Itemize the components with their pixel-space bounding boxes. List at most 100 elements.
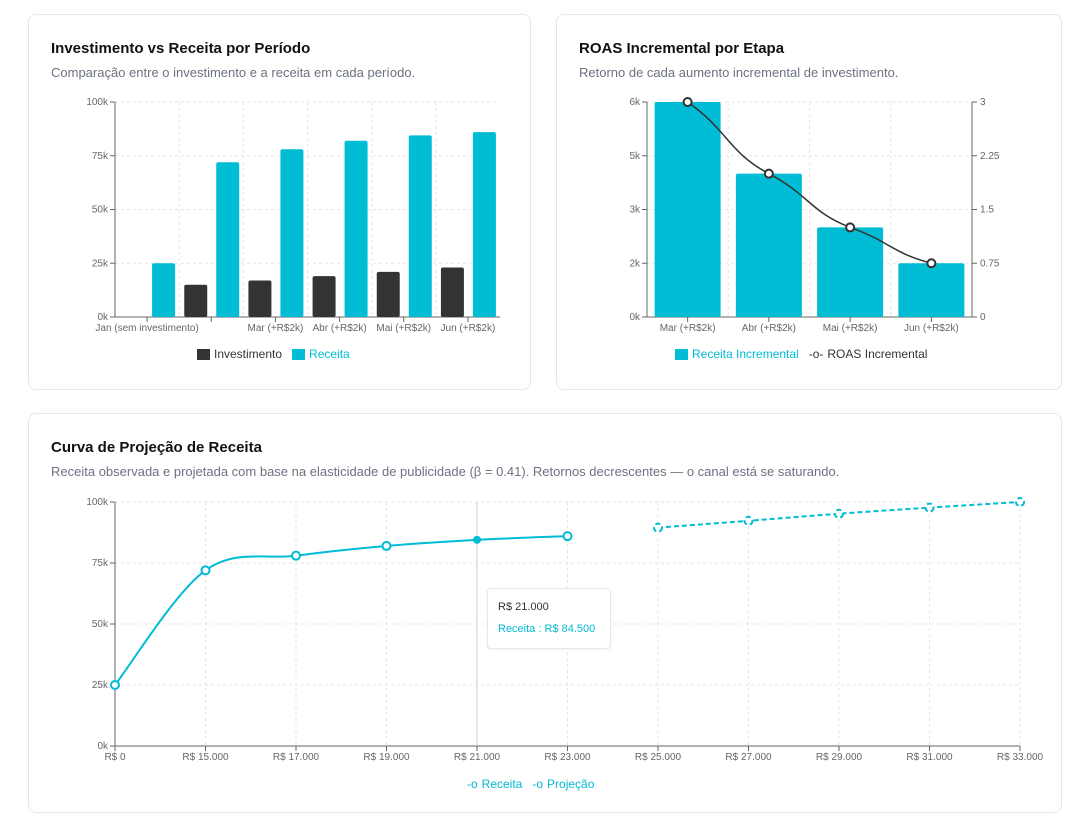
legend-label: Receita <box>481 777 523 791</box>
point-projecao <box>834 508 844 519</box>
bar-investimento <box>440 267 464 317</box>
legend-item-projecao[interactable]: -o Projeção <box>532 777 594 791</box>
point-receita <box>562 531 573 542</box>
point-receita <box>110 680 120 690</box>
point-roas <box>926 258 937 269</box>
bar-investimento <box>184 284 208 317</box>
x-tick-label: Mai (+R$2k) <box>376 323 431 334</box>
point-receita <box>381 540 392 551</box>
y-tick-label: 75k <box>92 558 109 569</box>
x-tick-label: Abr (+R$2k) <box>312 323 366 334</box>
y-tick-label: 0k <box>629 312 641 323</box>
legend-label: Investimento <box>214 347 283 361</box>
y-tick-label: 100k <box>86 97 109 108</box>
y2-tick-label: 0.75 <box>980 258 1000 269</box>
point-projecao <box>1015 497 1025 507</box>
bar-receita-incremental <box>735 173 802 317</box>
legend-label: Receita Incremental <box>692 347 799 361</box>
line-marker-icon: -o <box>467 777 478 791</box>
point-receita <box>291 550 301 561</box>
x-tick-label: R$ 21.000 <box>454 752 501 763</box>
point-roas <box>682 97 693 107</box>
bar-receita <box>408 135 432 317</box>
chart-title: Curva de Projeção de Receita <box>51 439 262 456</box>
point-projecao <box>653 522 663 533</box>
x-tick-label: R$ 27.000 <box>725 752 772 763</box>
legend-label: ROAS Incremental <box>827 347 928 361</box>
swatch-icon <box>675 348 688 360</box>
point-projecao <box>743 515 754 526</box>
legend: Receita Incremental -o- ROAS Incremental <box>675 347 927 361</box>
x-tick-label: R$ 23.000 <box>544 752 591 763</box>
point-receita <box>200 565 211 576</box>
bar-receita <box>472 132 496 317</box>
bar-receita-incremental <box>817 227 884 317</box>
bar-investimento <box>312 276 336 317</box>
y-tick-label: 75k <box>92 151 109 162</box>
bar-investimento <box>248 280 272 317</box>
legend-label: Projeção <box>547 777 595 791</box>
y2-tick-label: 0 <box>980 312 986 323</box>
tooltip-title: R$ 21.000 <box>498 601 549 613</box>
line-marker-icon: -o- <box>808 347 824 361</box>
bar-receita <box>280 149 304 317</box>
x-tick-label: Abr (+R$2k) <box>742 323 796 334</box>
y-tick-label: 25k <box>92 680 109 691</box>
legend-item-receita-incremental[interactable]: Receita Incremental <box>675 347 799 361</box>
legend-item-receita[interactable]: Receita <box>292 347 350 361</box>
y2-tick-label: 1.5 <box>980 205 994 216</box>
x-tick-label: R$ 0 <box>104 752 126 763</box>
point-roas <box>845 222 856 233</box>
legend: -o Receita -o Projeção <box>467 777 594 791</box>
point-projecao <box>924 502 935 513</box>
legend-item-investimento[interactable]: Investimento <box>197 347 282 361</box>
y-tick-label: 3k <box>629 205 641 216</box>
active-point <box>473 535 481 544</box>
chart-subtitle: Retorno de cada aumento incremental de i… <box>579 65 899 80</box>
bar-receita-incremental <box>898 263 965 317</box>
point-roas <box>763 168 774 179</box>
x-tick-label: Mai (+R$2k) <box>823 323 878 334</box>
swatch-icon <box>292 348 306 360</box>
legend: Investimento Receita <box>197 347 350 361</box>
x-tick-label: R$ 29.000 <box>816 752 863 763</box>
line-receita <box>114 535 568 686</box>
x-tick-label: R$ 31.000 <box>906 752 953 763</box>
x-tick-label: Mar (+R$2k) <box>660 323 716 334</box>
line-marker-icon: -o <box>532 777 544 791</box>
x-tick-label: Jan (sem investimento) <box>95 323 198 334</box>
chart-subtitle: Receita observada e projetada com base n… <box>51 464 840 479</box>
chart-title: ROAS Incremental por Etapa <box>579 40 785 57</box>
x-tick-label: R$ 17.000 <box>273 752 320 763</box>
charts-canvas: 0k 25k 50k 75k 100k Jan (sem investimento) Mar… <box>86 97 1044 763</box>
swatch-icon <box>197 348 210 360</box>
y-tick-label: 100k <box>86 497 109 508</box>
legend-label: Receita <box>309 347 350 361</box>
line-roas <box>687 101 932 264</box>
x-tick-label: Mar (+R$2k) <box>247 323 303 334</box>
y-tick-label: 5k <box>629 151 641 162</box>
x-tick-label: Jun (+R$2k) <box>904 323 959 334</box>
y-tick-label: 0k <box>97 741 109 752</box>
bar-receita <box>152 263 176 317</box>
legend-item-roas[interactable]: -o- ROAS Incremental <box>809 347 928 361</box>
bar-receita <box>344 140 368 317</box>
y-tick-label: 2k <box>629 258 641 269</box>
chart-title: Investimento vs Receita por Período <box>51 40 311 57</box>
y-tick-label: 50k <box>92 619 109 630</box>
y-tick-label: 25k <box>92 258 109 269</box>
y-tick-label: 0k <box>97 312 109 323</box>
tooltip: R$ 21.000 Receita : R$ 84.500 <box>487 588 611 649</box>
legend-item-receita[interactable]: -o Receita <box>467 777 522 791</box>
x-tick-label: R$ 25.000 <box>635 752 682 763</box>
x-tick-label: Jun (+R$2k) <box>441 323 496 334</box>
x-tick-label: R$ 33.000 <box>997 752 1044 763</box>
bar-receita <box>216 162 240 317</box>
tooltip-value: Receita : R$ 84.500 <box>498 623 596 635</box>
y2-tick-label: 2.25 <box>980 151 1000 162</box>
y2-tick-label: 3 <box>980 97 986 108</box>
bar-receita-incremental <box>654 102 721 317</box>
x-tick-label: R$ 15.000 <box>182 752 229 763</box>
chart-subtitle: Comparação entre o investimento e a rece… <box>51 65 416 80</box>
y-tick-label: 6k <box>629 97 641 108</box>
